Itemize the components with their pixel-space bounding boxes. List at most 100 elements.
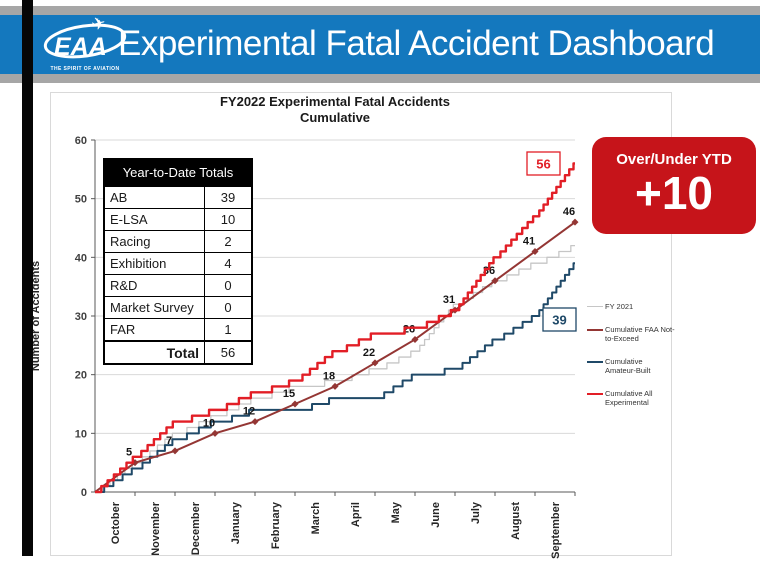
chart-title-line2: Cumulative xyxy=(299,110,371,125)
table-total-row: Total 56 xyxy=(103,340,253,365)
table-row: E-LSA 10 xyxy=(103,208,253,231)
marker-diamond xyxy=(571,218,579,226)
legend-item: Cumulative FAA Not-to-Exceed xyxy=(587,325,675,344)
data-label: 22 xyxy=(363,347,375,359)
marker-diamond xyxy=(371,359,379,367)
row-label: Market Survey xyxy=(103,296,205,319)
data-label: 41 xyxy=(523,235,535,247)
x-tick-label: April xyxy=(350,502,362,527)
marker-diamond xyxy=(491,277,499,285)
ytd-table-body: AB 39 E-LSA 10 Racing 2 Exhibition 4 R&D 0 Ma… xyxy=(103,185,253,365)
over-under-badge: Over/Under YTD +10 xyxy=(592,137,756,234)
page-title: Experimental Fatal Accident Dashboard xyxy=(118,24,715,63)
y-tick-label: 40 xyxy=(75,252,87,264)
x-tick-label: March xyxy=(310,502,322,535)
end-label-box xyxy=(526,151,561,176)
marker-diamond xyxy=(411,335,419,343)
series-cumulative-amateur-built xyxy=(95,262,575,493)
x-tick-label: August xyxy=(510,502,522,540)
table-row: AB 39 xyxy=(103,185,253,209)
row-value: 4 xyxy=(204,252,253,275)
left-black-bar xyxy=(22,0,33,556)
data-label: 46 xyxy=(563,206,575,218)
legend-line-swatch xyxy=(587,360,603,363)
eaa-logo-text: EAA xyxy=(54,33,107,61)
y-tick-label: 60 xyxy=(75,135,87,147)
x-tick-label: November xyxy=(150,501,162,556)
legend-line-swatch xyxy=(587,328,603,331)
logo-tagline: THE SPIRIT OF AVIATION xyxy=(50,66,120,72)
row-value: 0 xyxy=(204,296,253,319)
legend-item: FY 2021 xyxy=(587,302,675,312)
marker-diamond xyxy=(171,447,179,455)
legend-label: Cumulative FAA Not-to-Exceed xyxy=(605,324,675,344)
over-under-value: +10 xyxy=(634,167,714,219)
data-label: 7 xyxy=(166,435,172,447)
y-tick-label: 30 xyxy=(75,311,87,323)
x-tick-label: May xyxy=(390,501,402,523)
ytd-table-header: Year-to-Date Totals xyxy=(103,158,253,187)
row-value: 2 xyxy=(204,230,253,253)
y-tick-label: 50 xyxy=(75,194,87,206)
row-label: R&D xyxy=(103,274,205,297)
logo-ellipse xyxy=(43,23,127,59)
header-band xyxy=(0,15,760,74)
table-row: Racing 2 xyxy=(103,230,253,253)
chart-legend: FY 2021 Cumulative FAA Not-to-Exceed Cum… xyxy=(587,302,675,408)
table-row: Exhibition 4 xyxy=(103,252,253,275)
data-label: 10 xyxy=(203,417,215,429)
data-label: 12 xyxy=(243,406,255,418)
row-label: E-LSA xyxy=(103,208,205,231)
row-label: Racing xyxy=(103,230,205,253)
legend-label: Cumulative All Experimental xyxy=(605,388,653,408)
data-label: 15 xyxy=(283,388,295,400)
row-label: FAR xyxy=(103,318,205,342)
airplane-icon: ✈ xyxy=(89,17,107,35)
marker-diamond xyxy=(211,429,219,437)
table-row: R&D 0 xyxy=(103,274,253,297)
end-label-box xyxy=(542,307,577,332)
ytd-table: Year-to-Date Totals AB 39 E-LSA 10 Racing … xyxy=(103,158,253,365)
row-label: Exhibition xyxy=(103,252,205,275)
over-under-label: Over/Under YTD xyxy=(616,151,732,168)
marker-diamond xyxy=(331,382,339,390)
legend-line-swatch xyxy=(587,306,603,307)
end-label: 56 xyxy=(536,157,550,172)
row-value: 10 xyxy=(204,208,253,231)
legend-item: Cumulative All Experimental xyxy=(587,389,675,408)
legend-label: Cumulative Amateur-Built xyxy=(605,356,651,376)
header-top-stripe xyxy=(0,6,760,15)
x-tick-label: January xyxy=(230,501,242,544)
legend-label: FY 2021 xyxy=(605,302,634,311)
x-tick-label: October xyxy=(110,501,122,544)
row-value: 1 xyxy=(204,318,253,342)
marker-diamond xyxy=(251,418,259,426)
chart-title: FY2022 Experimental Fatal Accidents Cumu… xyxy=(95,94,575,126)
table-row: Market Survey 0 xyxy=(103,296,253,319)
header-bottom-stripe xyxy=(0,74,760,83)
legend-item: Cumulative Amateur-Built xyxy=(587,357,675,376)
y-tick-label: 10 xyxy=(75,428,87,440)
eaa-logo-graphic: ✈ EAA xyxy=(43,13,127,61)
x-tick-label: June xyxy=(430,502,442,528)
series-cumulative-all-experimental xyxy=(95,162,575,494)
x-tick-label: December xyxy=(190,501,202,555)
row-label: AB xyxy=(103,185,205,209)
total-value: 56 xyxy=(204,340,253,365)
row-value: 39 xyxy=(204,185,253,209)
chart-title-line1: FY2022 Experimental Fatal Accidents xyxy=(219,94,450,109)
table-row: FAR 1 xyxy=(103,318,253,342)
marker-diamond xyxy=(531,247,539,255)
marker-diamond xyxy=(291,400,299,408)
end-label: 39 xyxy=(552,313,566,328)
data-label: 26 xyxy=(403,323,415,335)
legend-line-swatch xyxy=(587,392,603,395)
x-tick-label: February xyxy=(270,501,282,549)
data-label: 5 xyxy=(126,447,132,459)
x-tick-label: September xyxy=(550,501,562,559)
x-tick-label: July xyxy=(470,501,482,524)
data-label: 31 xyxy=(443,294,455,306)
y-tick-label: 20 xyxy=(75,370,87,382)
row-value: 0 xyxy=(204,274,253,297)
